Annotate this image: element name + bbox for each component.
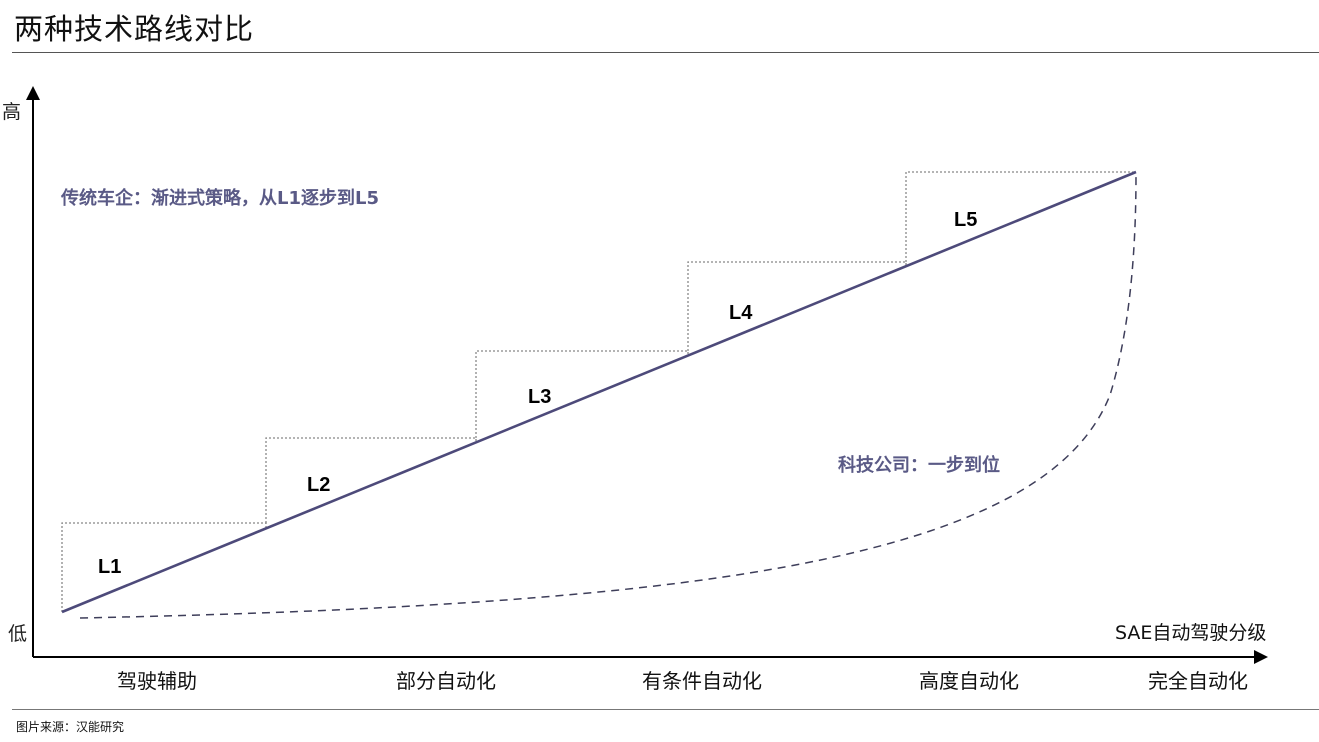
gradual-path-line [61, 170, 1137, 614]
step-l5-outline [905, 171, 1135, 262]
traditional-strategy-label: 传统车企：渐进式策略，从L1逐步到L5 [60, 187, 379, 209]
level-label-l1: L1 [98, 556, 121, 578]
step-l3-outline [475, 350, 689, 438]
stage-label-high-automation: 高度自动化 [919, 669, 1019, 693]
page-title: 两种技术路线对比 [14, 12, 255, 46]
stage-label-conditional-automation: 有条件自动化 [642, 669, 762, 693]
tech-strategy-label: 科技公司：一步到位 [838, 454, 1000, 476]
title-divider [12, 52, 1319, 53]
stage-label-partial-automation: 部分自动化 [396, 669, 496, 693]
source-note: 图片来源：汉能研究 [16, 720, 125, 734]
y-axis-high-label: 高 [2, 101, 21, 123]
step-l2-outline [265, 437, 477, 523]
x-axis-arrowhead [1254, 650, 1268, 664]
step-l4-outline [687, 261, 907, 351]
step-l1-outline [61, 522, 267, 612]
level-label-l2: L2 [307, 474, 330, 496]
step-outlines [61, 171, 1135, 612]
y-axis-arrowhead [26, 86, 40, 100]
level-label-l4: L4 [729, 302, 753, 324]
x-axis-caption: SAE自动驾驶分级 [1115, 622, 1266, 644]
stage-label-full-automation: 完全自动化 [1148, 669, 1248, 693]
level-label-l5: L5 [954, 209, 977, 231]
footer-divider [12, 709, 1319, 710]
y-axis-low-label: 低 [8, 623, 27, 645]
stage-label-driver-assist: 驾驶辅助 [117, 669, 197, 693]
level-label-l3: L3 [528, 386, 551, 408]
leapfrog-dashed-curve [79, 174, 1137, 619]
